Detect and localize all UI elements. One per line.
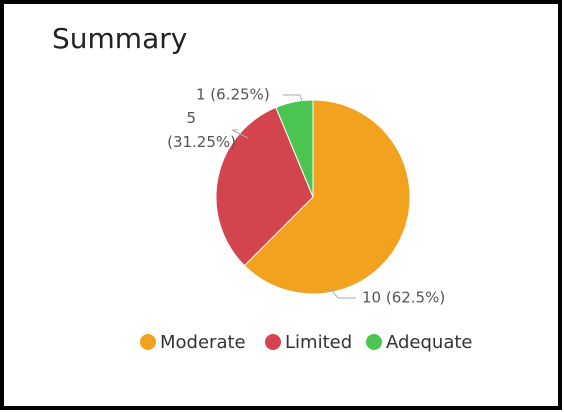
leader-line (283, 94, 303, 102)
legend-swatch (265, 334, 281, 350)
chart-title: Summary (52, 22, 187, 55)
leader-line (231, 129, 249, 139)
pie-slice (215, 106, 314, 267)
legend-swatch (366, 334, 382, 350)
legend-swatch (140, 334, 156, 350)
legend-label: Adequate (386, 332, 473, 353)
legend-label: Moderate (160, 332, 246, 353)
data-label: 10 (62.5%) (362, 289, 445, 307)
pie-slice (275, 99, 314, 198)
data-label: 1 (6.25%) (196, 86, 270, 104)
data-label: 5 (31.25%) (167, 109, 236, 151)
leader-line (329, 287, 356, 299)
legend-label: Limited (285, 332, 352, 353)
pie-slice (243, 99, 411, 295)
